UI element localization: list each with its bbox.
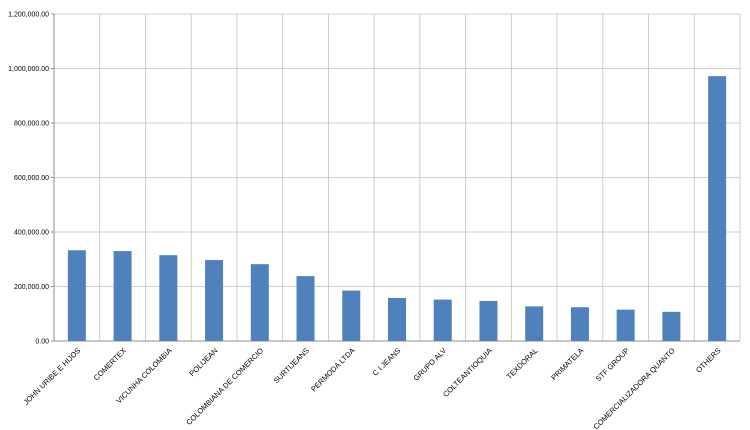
bar — [159, 255, 178, 341]
bar — [662, 311, 681, 341]
bar — [67, 250, 86, 341]
x-tick-label: POLIJEAN — [187, 346, 219, 378]
y-tick-labels: 0.00 200,000.00 400,000.00 600,000.00 800,00… — [8, 12, 49, 346]
y-tick-label: 400,000.00 — [14, 230, 49, 237]
bar — [388, 297, 406, 341]
bar — [296, 276, 315, 341]
x-tick-label: COMERCIALIZADORA QUANTO — [592, 346, 677, 430]
x-tick-label: JOHN URIBE E HIJOS — [22, 346, 83, 407]
x-tick-label: C I JEANS — [371, 346, 403, 378]
bar — [525, 306, 544, 341]
bar — [342, 290, 361, 341]
x-tick-label: COMERTEX — [92, 346, 128, 382]
bar — [433, 299, 452, 341]
x-tick-label: PRIMATELA — [549, 346, 585, 382]
bar — [250, 264, 269, 341]
chart-gridlines — [54, 13, 741, 341]
chart-bars — [67, 76, 727, 341]
x-tick-label: COLTEANTIOQUIA — [441, 346, 494, 399]
y-tick-label: 600,000.00 — [14, 175, 49, 182]
bar — [616, 309, 635, 341]
y-tick-label: 1,000,000.00 — [8, 66, 49, 73]
bar — [479, 300, 498, 341]
bar — [113, 251, 132, 341]
x-tick-label: OTHERS — [694, 346, 722, 374]
bar — [708, 76, 727, 341]
x-tick-label: STF GROUP — [594, 346, 631, 383]
x-tick-label: GRUPO ALV — [412, 346, 449, 383]
y-tick-label: 0.00 — [35, 339, 49, 346]
y-tick-label: 800,000.00 — [14, 121, 49, 128]
x-tick-label: COLOMBIANA DE COMERCIO — [184, 346, 265, 427]
y-tick-label: 200,000.00 — [14, 284, 49, 291]
x-tick-label: TEXDORAL — [505, 346, 540, 381]
bar — [205, 260, 224, 341]
y-tick-label: 1,200,000.00 — [8, 12, 49, 19]
x-tick-label: SURTIJEANS — [272, 346, 311, 385]
bar — [570, 307, 589, 341]
x-tick-label: PERMODA LTDA — [309, 346, 357, 394]
